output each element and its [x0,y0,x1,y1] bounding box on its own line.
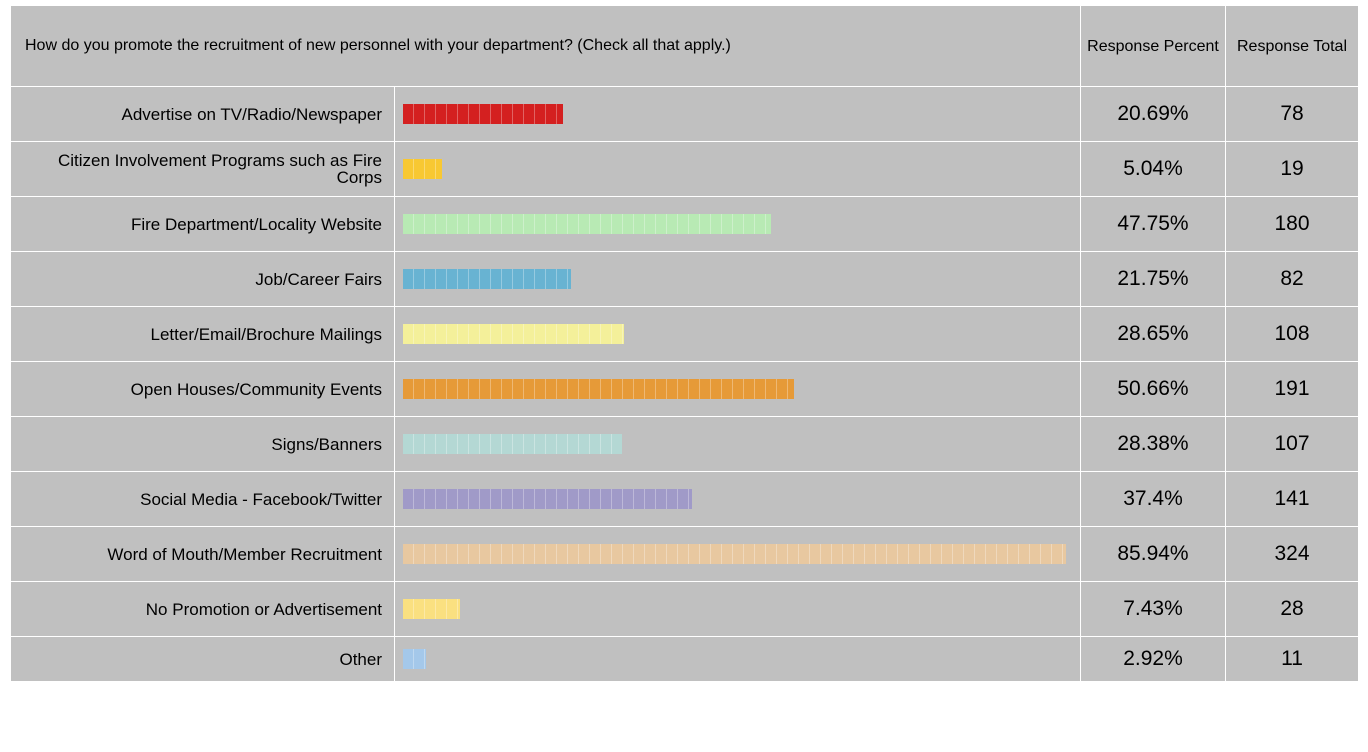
bar [403,324,625,344]
bar [403,434,622,454]
response-percent: 47.75% [1080,196,1226,252]
response-percent: 5.04% [1080,141,1226,197]
response-total-header: Response Total [1225,5,1359,87]
category-label: Other [10,636,395,682]
bar [403,379,794,399]
response-percent: 20.69% [1080,86,1226,142]
category-label: Fire Department/Locality Website [10,196,395,252]
response-percent: 7.43% [1080,581,1226,637]
category-label: Citizen Involvement Programs such as Fir… [10,141,395,197]
response-percent: 21.75% [1080,251,1226,307]
bar-cell [394,196,1081,252]
table-row: Citizen Involvement Programs such as Fir… [10,141,1359,197]
bar-cell [394,581,1081,637]
category-label: Social Media - Facebook/Twitter [10,471,395,527]
bar-cell [394,471,1081,527]
bar-cell [394,251,1081,307]
response-percent: 50.66% [1080,361,1226,417]
response-total: 180 [1225,196,1359,252]
response-total: 82 [1225,251,1359,307]
bar-cell [394,636,1081,682]
category-label: Advertise on TV/Radio/Newspaper [10,86,395,142]
response-total: 28 [1225,581,1359,637]
response-percent: 28.38% [1080,416,1226,472]
category-label: No Promotion or Advertisement [10,581,395,637]
answer-rows: Advertise on TV/Radio/Newspaper 20.69% 78 C… [10,86,1359,682]
category-label: Open Houses/Community Events [10,361,395,417]
response-total: 108 [1225,306,1359,362]
table-row: Signs/Banners 28.38% 107 [10,416,1359,472]
response-percent: 28.65% [1080,306,1226,362]
category-label: Word of Mouth/Member Recruitment [10,526,395,582]
category-label: Letter/Email/Brochure Mailings [10,306,395,362]
bar [403,544,1066,564]
table-row: Other 2.92% 11 [10,636,1359,682]
bar [403,104,563,124]
bar-cell [394,306,1081,362]
category-label: Job/Career Fairs [10,251,395,307]
table-row: No Promotion or Advertisement 7.43% 28 [10,581,1359,637]
response-percent: 2.92% [1080,636,1226,682]
category-label: Signs/Banners [10,416,395,472]
bar-cell [394,141,1081,197]
bar-cell [394,86,1081,142]
response-total: 107 [1225,416,1359,472]
response-percent: 85.94% [1080,526,1226,582]
table-row: Letter/Email/Brochure Mailings 28.65% 108 [10,306,1359,362]
bar-cell [394,416,1081,472]
bar-cell [394,526,1081,582]
response-total: 11 [1225,636,1359,682]
response-percent-header: Response Percent [1080,5,1226,87]
question-text: How do you promote the recruitment of ne… [10,5,1081,87]
response-total: 191 [1225,361,1359,417]
response-total: 324 [1225,526,1359,582]
bar [403,159,442,179]
survey-results-table: How do you promote the recruitment of ne… [10,5,1359,682]
table-row: Advertise on TV/Radio/Newspaper 20.69% 78 [10,86,1359,142]
header-row: How do you promote the recruitment of ne… [10,5,1359,87]
response-total: 78 [1225,86,1359,142]
bar [403,649,426,669]
bar-cell [394,361,1081,417]
table-row: Fire Department/Locality Website 47.75% 18… [10,196,1359,252]
response-total: 19 [1225,141,1359,197]
bar [403,214,772,234]
bar [403,269,571,289]
table-row: Job/Career Fairs 21.75% 82 [10,251,1359,307]
table-row: Word of Mouth/Member Recruitment 85.94% 32… [10,526,1359,582]
table-row: Open Houses/Community Events 50.66% 191 [10,361,1359,417]
response-total: 141 [1225,471,1359,527]
table-row: Social Media - Facebook/Twitter 37.4% 141 [10,471,1359,527]
bar [403,489,692,509]
bar [403,599,461,619]
response-percent: 37.4% [1080,471,1226,527]
